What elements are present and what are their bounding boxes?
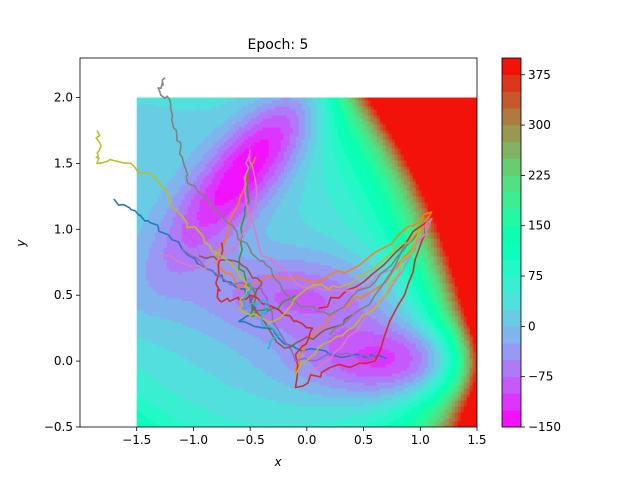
colorbar-level bbox=[502, 242, 521, 260]
colorbar-level bbox=[502, 108, 521, 126]
colorbar-level bbox=[502, 259, 521, 277]
plot-frame bbox=[79, 57, 478, 428]
colorbar-level bbox=[502, 292, 521, 310]
contour-field bbox=[136, 97, 477, 427]
colorbar-level bbox=[502, 376, 521, 394]
chart-title: Epoch: 5 bbox=[248, 37, 309, 53]
y-tick-label: 1.0 bbox=[54, 222, 73, 236]
x-axis-ticks: −1.5 −1.0 −0.5 0.0 0.5 1.0 1.5 bbox=[122, 427, 487, 447]
colorbar-tick-label: 0 bbox=[528, 319, 536, 333]
colorbar-level bbox=[502, 192, 521, 210]
x-tick-label: −0.5 bbox=[236, 433, 265, 447]
colorbar bbox=[502, 58, 521, 428]
trajectory-lines bbox=[95, 77, 433, 389]
x-tick-label: −1.5 bbox=[122, 433, 151, 447]
colorbar-level bbox=[502, 343, 521, 361]
colorbar-level bbox=[502, 125, 521, 143]
y-axis-label: y bbox=[14, 239, 28, 248]
x-tick-label: 1.5 bbox=[467, 433, 486, 447]
y-tick-label: 0.0 bbox=[54, 354, 73, 368]
colorbar-level bbox=[502, 309, 521, 327]
y-tick-label: 1.5 bbox=[54, 156, 73, 170]
trajectory-6 bbox=[159, 149, 433, 375]
colorbar-level bbox=[502, 158, 521, 176]
colorbar-level bbox=[502, 91, 521, 109]
colorbar-tick-label: −75 bbox=[528, 370, 553, 384]
trajectory-7 bbox=[157, 77, 422, 336]
colorbar-level bbox=[502, 276, 521, 294]
colorbar-tick-label: −150 bbox=[528, 420, 561, 434]
trajectory-8 bbox=[95, 130, 422, 375]
y-axis-ticks: −0.5 0.0 0.5 1.0 1.5 2.0 bbox=[44, 91, 80, 434]
colorbar-level bbox=[502, 393, 521, 411]
x-tick-label: 0.0 bbox=[297, 433, 316, 447]
y-tick-label: 2.0 bbox=[54, 91, 73, 105]
colorbar-level bbox=[502, 326, 521, 344]
colorbar-level bbox=[502, 225, 521, 243]
colorbar-level bbox=[502, 359, 521, 377]
colorbar-level bbox=[502, 208, 521, 227]
x-tick-label: 0.5 bbox=[354, 433, 373, 447]
colorbar-tick-label: 75 bbox=[528, 269, 543, 283]
colorbar-tick-label: 150 bbox=[528, 219, 551, 233]
colorbar-ticks: −150 −75 0 75 150 225 300 375 bbox=[521, 68, 561, 434]
colorbar-tick-label: 375 bbox=[528, 68, 551, 82]
colorbar-tick-label: 300 bbox=[528, 118, 551, 132]
colorbar-level bbox=[502, 58, 521, 76]
colorbar-level bbox=[502, 410, 521, 428]
colorbar-level bbox=[502, 141, 521, 159]
y-tick-label: 0.5 bbox=[54, 288, 73, 302]
x-tick-label: −1.0 bbox=[179, 433, 208, 447]
trajectory-9 bbox=[243, 281, 280, 350]
colorbar-level bbox=[502, 175, 521, 193]
colorbar-tick-label: 225 bbox=[528, 168, 551, 182]
colorbar-level bbox=[502, 74, 521, 92]
trajectory-2 bbox=[238, 163, 297, 318]
trajectory-5 bbox=[198, 254, 353, 349]
colorbar-frame bbox=[501, 57, 522, 428]
x-tick-label: 1.0 bbox=[411, 433, 430, 447]
y-tick-label: −0.5 bbox=[44, 420, 73, 434]
x-axis-label: x bbox=[273, 455, 282, 469]
